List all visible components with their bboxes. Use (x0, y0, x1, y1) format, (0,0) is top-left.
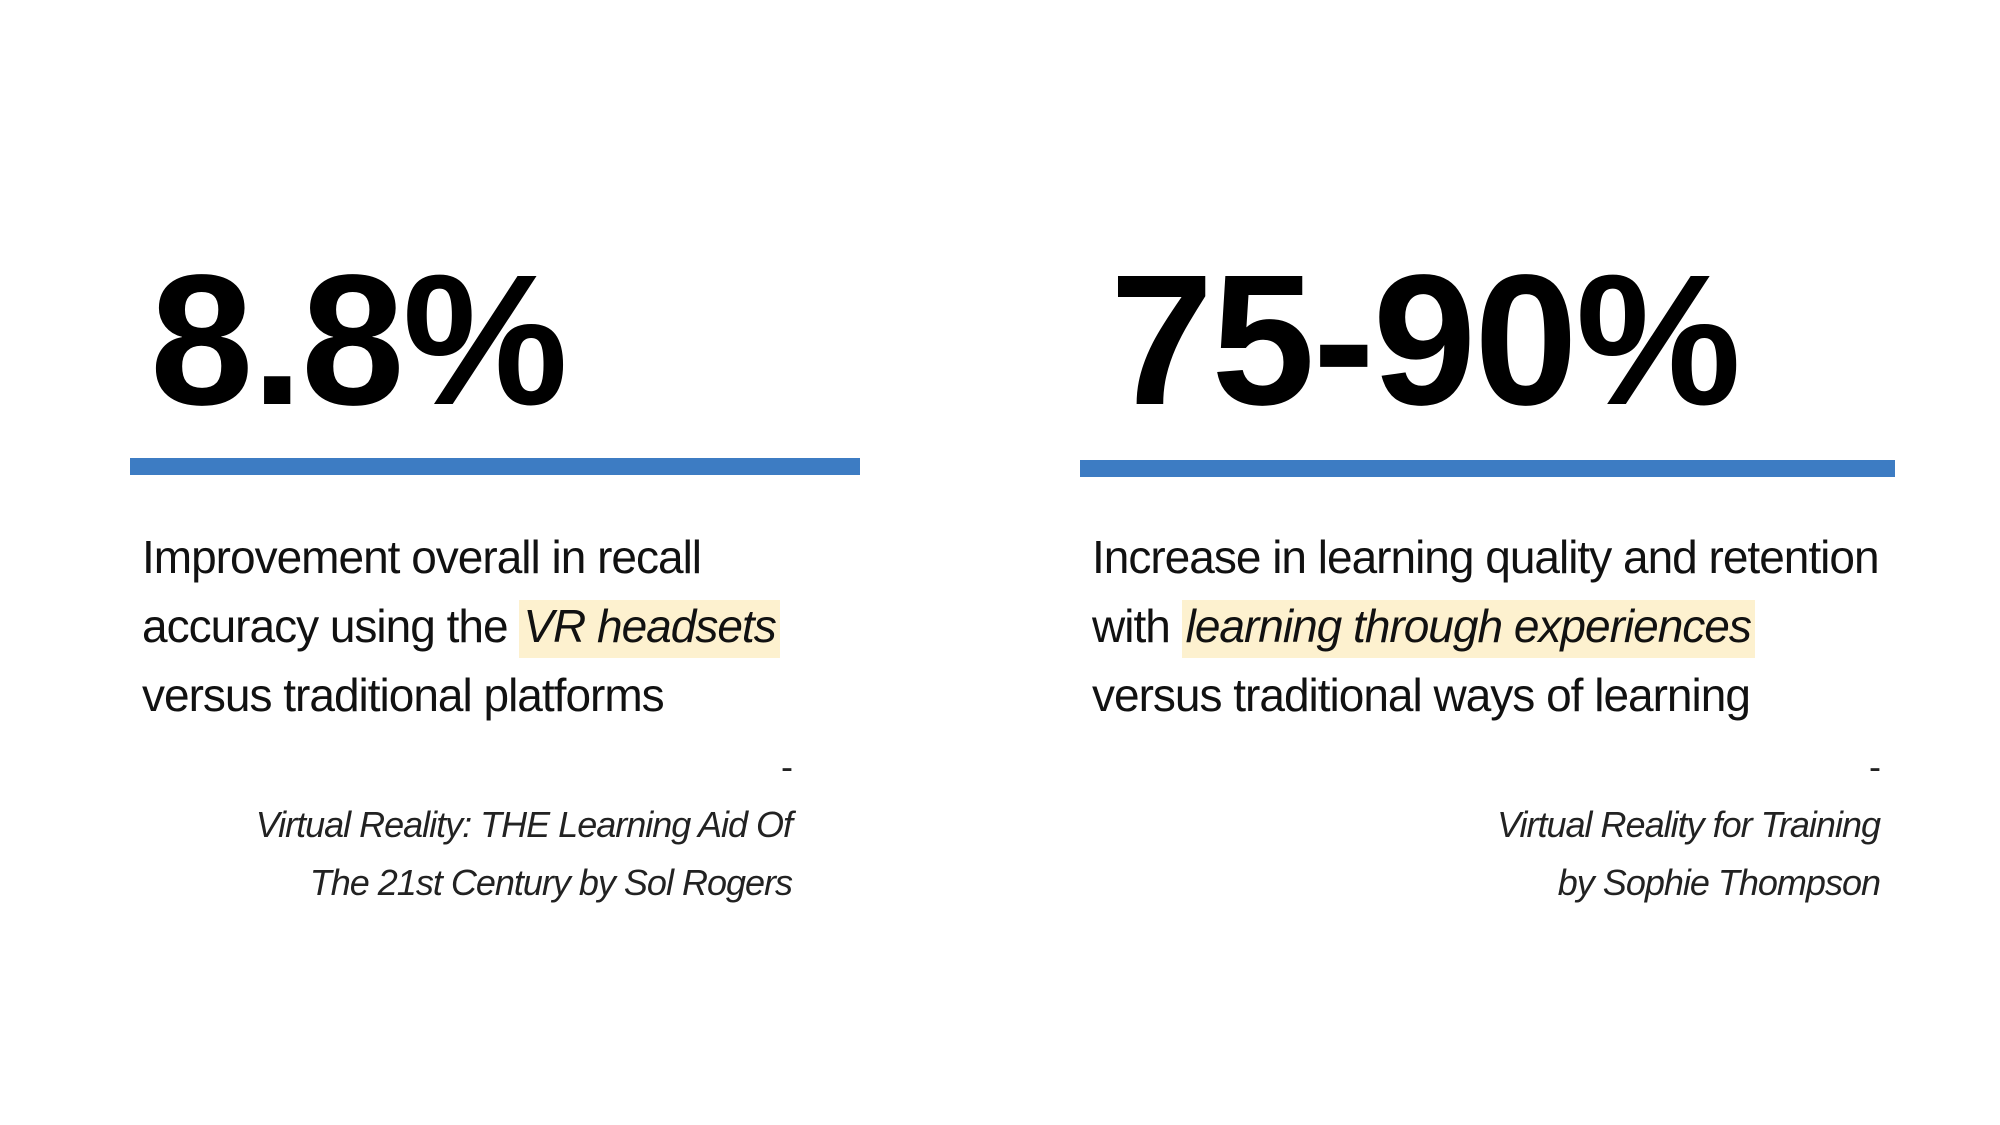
source-title: Virtual Reality: THE Learning Aid Of (255, 804, 793, 845)
source-line-2: The 21st Century by Sol Rogers (92, 854, 793, 912)
source-citation: - Virtual Reality for Training by Sophie… (1180, 738, 1881, 912)
description-highlight: learning through experiences (1181, 600, 1755, 658)
description-line-3: versus traditional ways of learning (1092, 669, 1751, 721)
source-dash: - (781, 746, 793, 787)
accent-divider (1080, 460, 1895, 477)
accent-divider (130, 458, 860, 475)
stat-description: Increase in learning quality and retenti… (1092, 523, 1880, 730)
source-line-1: - Virtual Reality: THE Learning Aid Of (92, 738, 793, 854)
source-line-2: by Sophie Thompson (1180, 854, 1881, 912)
stat-value: 75-90% (1110, 237, 1741, 444)
description-line-3: versus traditional platforms (142, 669, 665, 721)
source-dash: - (1869, 746, 1881, 787)
description-line-2-prefix: with (1092, 600, 1182, 652)
source-author: by Sophie Thompson (1557, 862, 1881, 903)
source-citation: - Virtual Reality: THE Learning Aid Of T… (92, 738, 793, 912)
source-line-1: - Virtual Reality for Training (1180, 738, 1881, 854)
description-line-1: Increase in learning quality and retenti… (1092, 531, 1880, 583)
description-line-1: Improvement overall in recall (142, 531, 702, 583)
source-title: Virtual Reality for Training (1497, 804, 1881, 845)
description-line-2-prefix: accuracy using the (142, 600, 520, 652)
stat-description: Improvement overall in recall accuracy u… (142, 523, 780, 730)
stat-value: 8.8% (150, 237, 568, 444)
description-highlight: VR headsets (519, 600, 780, 658)
source-author: The 21st Century by Sol Rogers (309, 862, 793, 903)
